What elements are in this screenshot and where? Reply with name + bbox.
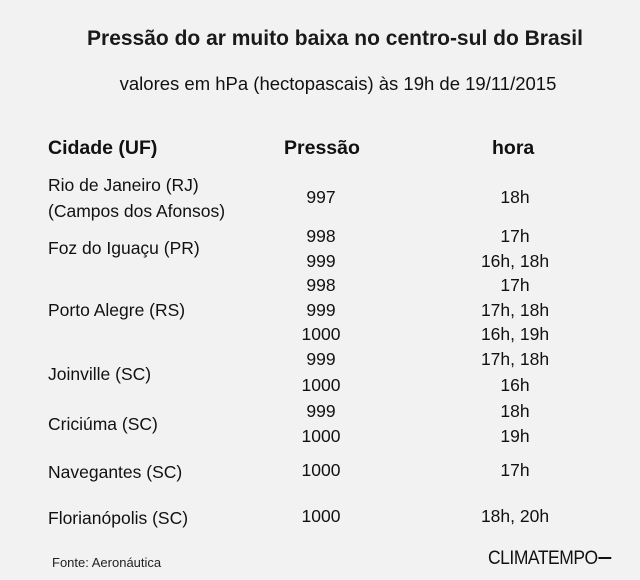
city-cell: Foz do Iguaçu (PR) (48, 238, 200, 258)
hour-cell: 17h, 18h (480, 349, 550, 369)
city-cell: Florianópolis (SC) (48, 508, 189, 528)
header-hour: hora (492, 137, 535, 159)
hour-cell: 17h (500, 460, 530, 480)
pressure-cell: 999 (306, 401, 336, 421)
pressure-cell: 999 (306, 349, 336, 369)
city-cell: (Campos dos Afonsos) (48, 201, 226, 221)
pressure-cell: 1000 (301, 506, 341, 526)
pressure-cell: 1000 (301, 426, 341, 446)
pressure-cell: 998 (306, 226, 336, 246)
city-cell: Navegantes (SC) (48, 462, 183, 482)
hour-cell: 17h, 18h (480, 300, 550, 320)
pressure-cell: 998 (306, 275, 336, 295)
pressure-cell: 1000 (301, 324, 341, 344)
pressure-cell: 1000 (301, 460, 341, 480)
city-cell: Joinville (SC) (48, 364, 152, 384)
hour-cell: 17h (500, 226, 530, 246)
header-city: Cidade (UF) (48, 137, 158, 159)
hour-cell: 18h (500, 401, 530, 421)
hour-cell: 16h, 19h (480, 324, 550, 344)
source-note: Fonte: Aeronáutica (52, 555, 162, 570)
hour-cell: 19h (500, 426, 530, 446)
pressure-cell: 997 (306, 187, 336, 207)
page-title: Pressão do ar muito baixa no centro-sul … (87, 27, 583, 50)
hour-cell: 16h (500, 375, 530, 395)
pressure-cell: 1000 (301, 375, 341, 395)
city-cell: Criciúma (SC) (48, 414, 158, 434)
pressure-cell: 999 (306, 300, 336, 320)
city-cell: Porto Alegre (RS) (48, 300, 186, 320)
hour-cell: 16h, 18h (480, 251, 550, 271)
hour-cell: 18h (500, 187, 530, 207)
pressure-cell: 999 (306, 251, 336, 271)
logo-mark-icon (598, 556, 612, 559)
hour-cell: 18h, 20h (480, 506, 550, 526)
page-subtitle: valores em hPa (hectopascais) às 19h de … (119, 73, 557, 94)
city-cell: Rio de Janeiro (RJ) (48, 175, 199, 195)
header-pressure: Pressão (284, 137, 360, 159)
hour-cell: 17h (500, 275, 530, 295)
logo-text: CLIMATEMPO (488, 548, 598, 569)
climatempo-logo: CLIMATEMPO (488, 548, 612, 570)
